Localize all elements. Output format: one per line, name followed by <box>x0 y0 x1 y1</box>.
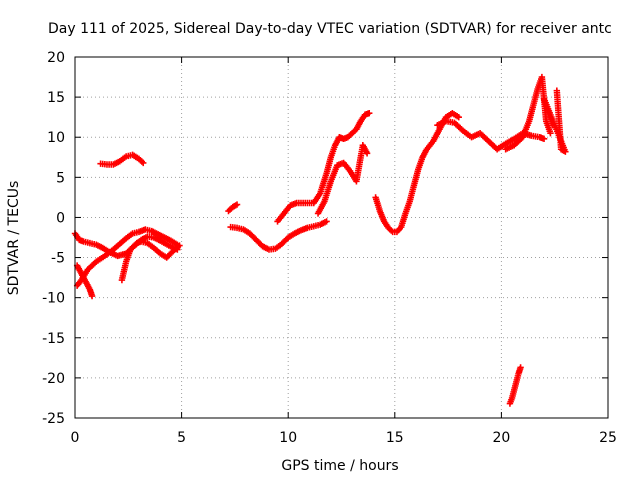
x-tick-labels: 0 5 10 15 20 25 <box>71 430 617 446</box>
series-outliers <box>540 87 569 155</box>
x-tick-label: 25 <box>599 430 617 446</box>
y-tick-label: 5 <box>56 170 65 186</box>
series-upper-arc <box>97 151 147 168</box>
y-tick-labels: -25 -20 -15 -10 -5 0 5 10 15 20 <box>42 50 65 427</box>
series-late-dip <box>118 238 183 284</box>
series-mid-small <box>225 201 241 215</box>
data-point <box>140 159 147 167</box>
series-afternoon-rise <box>372 109 462 236</box>
series-plateau <box>434 117 548 153</box>
data-point <box>88 292 96 300</box>
chart-title: Day 111 of 2025, Sidereal Day-to-day VTE… <box>48 21 612 37</box>
data-point <box>176 242 183 249</box>
x-tick-label: 0 <box>71 430 80 446</box>
series-mid-hump <box>227 218 330 253</box>
data-point <box>455 113 462 121</box>
x-tick-label: 15 <box>386 430 404 446</box>
y-axis-label: SDTVAR / TECUs <box>6 181 22 296</box>
data-point <box>366 109 373 117</box>
data-point <box>363 150 371 157</box>
x-tick-label: 5 <box>177 430 186 446</box>
series-side-loop <box>314 142 371 217</box>
plot-frame <box>74 56 609 419</box>
y-tick-label: -15 <box>42 331 65 347</box>
y-tick-label: -20 <box>42 371 65 387</box>
y-tick-label: -5 <box>51 251 65 267</box>
y-tick-label: -25 <box>42 411 65 427</box>
data-points <box>71 73 569 407</box>
y-tick-label: 20 <box>47 50 65 66</box>
data-point <box>323 218 330 225</box>
data-point <box>233 201 241 208</box>
y-tick-label: 0 <box>56 210 65 226</box>
x-tick-label: 20 <box>492 430 510 446</box>
data-point <box>540 135 548 143</box>
series-rising-to-peak <box>274 109 373 225</box>
x-tick-label: 10 <box>279 430 297 446</box>
data-point <box>547 130 554 137</box>
y-tick-label: 15 <box>47 90 65 106</box>
series-early-drop <box>73 262 96 300</box>
y-tick-label: -10 <box>42 291 65 307</box>
y-tick-label: 10 <box>47 130 65 146</box>
data-point <box>517 364 524 371</box>
axis-ticks <box>74 56 609 419</box>
data-point <box>549 121 556 129</box>
series-negative-streak <box>506 364 524 407</box>
x-axis-label: GPS time / hours <box>281 458 398 474</box>
